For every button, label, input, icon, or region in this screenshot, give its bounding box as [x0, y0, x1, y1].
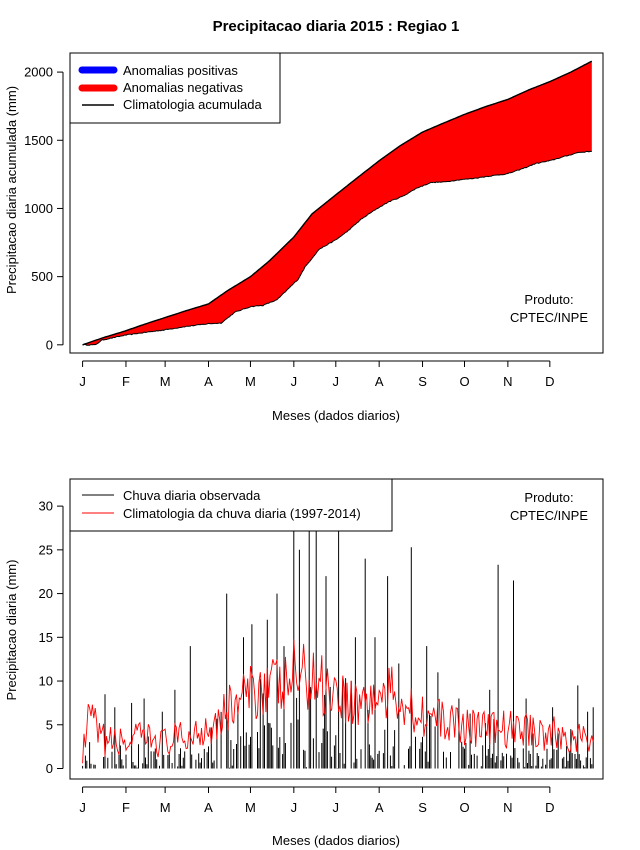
top-credit-line1: Produto:	[524, 292, 573, 307]
top-x-tick-label: A	[375, 374, 384, 389]
bottom-x-tick-label: N	[503, 800, 512, 815]
negative-anomaly-area	[82, 61, 592, 346]
bottom-y-tick-label: 5	[46, 717, 53, 732]
top-y-tick-label: 0	[46, 337, 53, 352]
top-y-tick-label: 1500	[24, 133, 53, 148]
climatology-accumulated-line	[82, 60, 593, 346]
legend-positive-label: Anomalias positivas	[123, 63, 238, 78]
top-x-tick-label: M	[245, 374, 256, 389]
bottom-x-tick-label: M	[160, 800, 171, 815]
bottom-y-tick-label: 25	[39, 542, 53, 557]
top-x-tick-label: J	[79, 374, 86, 389]
top-x-tick-label: F	[122, 374, 130, 389]
observed-accumulated-line	[82, 150, 592, 346]
bottom-credit-line2: CPTEC/INPE	[510, 508, 588, 523]
legend-observed-label: Chuva diaria observada	[123, 488, 261, 503]
bottom-x-tick-label: F	[122, 800, 130, 815]
bottom-x-tick-label: J	[291, 800, 298, 815]
top-x-tick-label: A	[204, 374, 213, 389]
top-x-axis-label: Meses (dados diarios)	[272, 408, 400, 423]
bottom-legend: Chuva diaria observada Climatologia da c…	[69, 478, 393, 532]
top-y-tick-label: 500	[31, 269, 53, 284]
legend-negative-label: Anomalias negativas	[123, 80, 243, 95]
top-y-axis: 0 500 1000 1500 2000	[24, 65, 64, 352]
bottom-x-tick-label: J	[333, 800, 340, 815]
bottom-x-tick-label: A	[204, 800, 213, 815]
top-x-tick-label: S	[418, 374, 427, 389]
main-title: Precipitacao diaria 2015 : Regiao 1	[213, 18, 460, 35]
top-x-tick-label: O	[459, 374, 469, 389]
legend-clim-accum-label: Climatologia acumulada	[123, 97, 263, 112]
bottom-y-tick-label: 30	[39, 499, 53, 514]
legend-clim-daily-label: Climatologia da chuva diaria (1997-2014)	[123, 506, 361, 521]
top-x-tick-label: J	[291, 374, 298, 389]
top-x-tick-label: J	[333, 374, 340, 389]
observed-bars	[82, 528, 594, 769]
bottom-x-tick-label: O	[459, 800, 469, 815]
top-credit-line2: CPTEC/INPE	[510, 310, 588, 325]
bottom-x-tick-label: S	[418, 800, 427, 815]
bottom-y-tick-label: 10	[39, 674, 53, 689]
bottom-credit-line1: Produto:	[524, 490, 573, 505]
top-y-tick-label: 1000	[24, 201, 53, 216]
top-x-tick-label: D	[545, 374, 554, 389]
bottom-chart: 0 5 10 15 20 25 30 J F M A M J J A S O N D Precipitacao d…	[4, 478, 604, 848]
top-y-axis-label: Precipitacao diaria acumulada (mm)	[4, 86, 19, 294]
bottom-x-tick-label: J	[79, 800, 86, 815]
top-plot-frame	[69, 52, 604, 354]
bottom-y-axis-label: Precipitacao diaria (mm)	[4, 560, 19, 701]
bottom-x-tick-label: M	[245, 800, 256, 815]
bottom-y-axis: 0 5 10 15 20 25 30	[39, 499, 64, 776]
top-chart: 0 500 1000 1500 2000 J F M A M J J A S O N D Precipitac…	[4, 52, 604, 423]
climatology-daily-line	[82, 639, 594, 764]
top-x-tick-label: M	[160, 374, 171, 389]
bottom-y-tick-label: 0	[46, 761, 53, 776]
bottom-legend-box	[69, 478, 393, 532]
bottom-x-tick-label: D	[545, 800, 554, 815]
top-x-tick-label: N	[503, 374, 512, 389]
bottom-y-tick-label: 20	[39, 586, 53, 601]
bottom-x-tick-label: A	[375, 800, 384, 815]
bottom-y-tick-label: 15	[39, 630, 53, 645]
top-legend: Anomalias positivas Anomalias negativas …	[69, 52, 281, 124]
top-y-tick-label: 2000	[24, 65, 53, 80]
top-plot-area	[82, 60, 593, 346]
bottom-plot-area	[82, 528, 594, 769]
bottom-x-axis-label: Meses (dados diarios)	[272, 833, 400, 848]
